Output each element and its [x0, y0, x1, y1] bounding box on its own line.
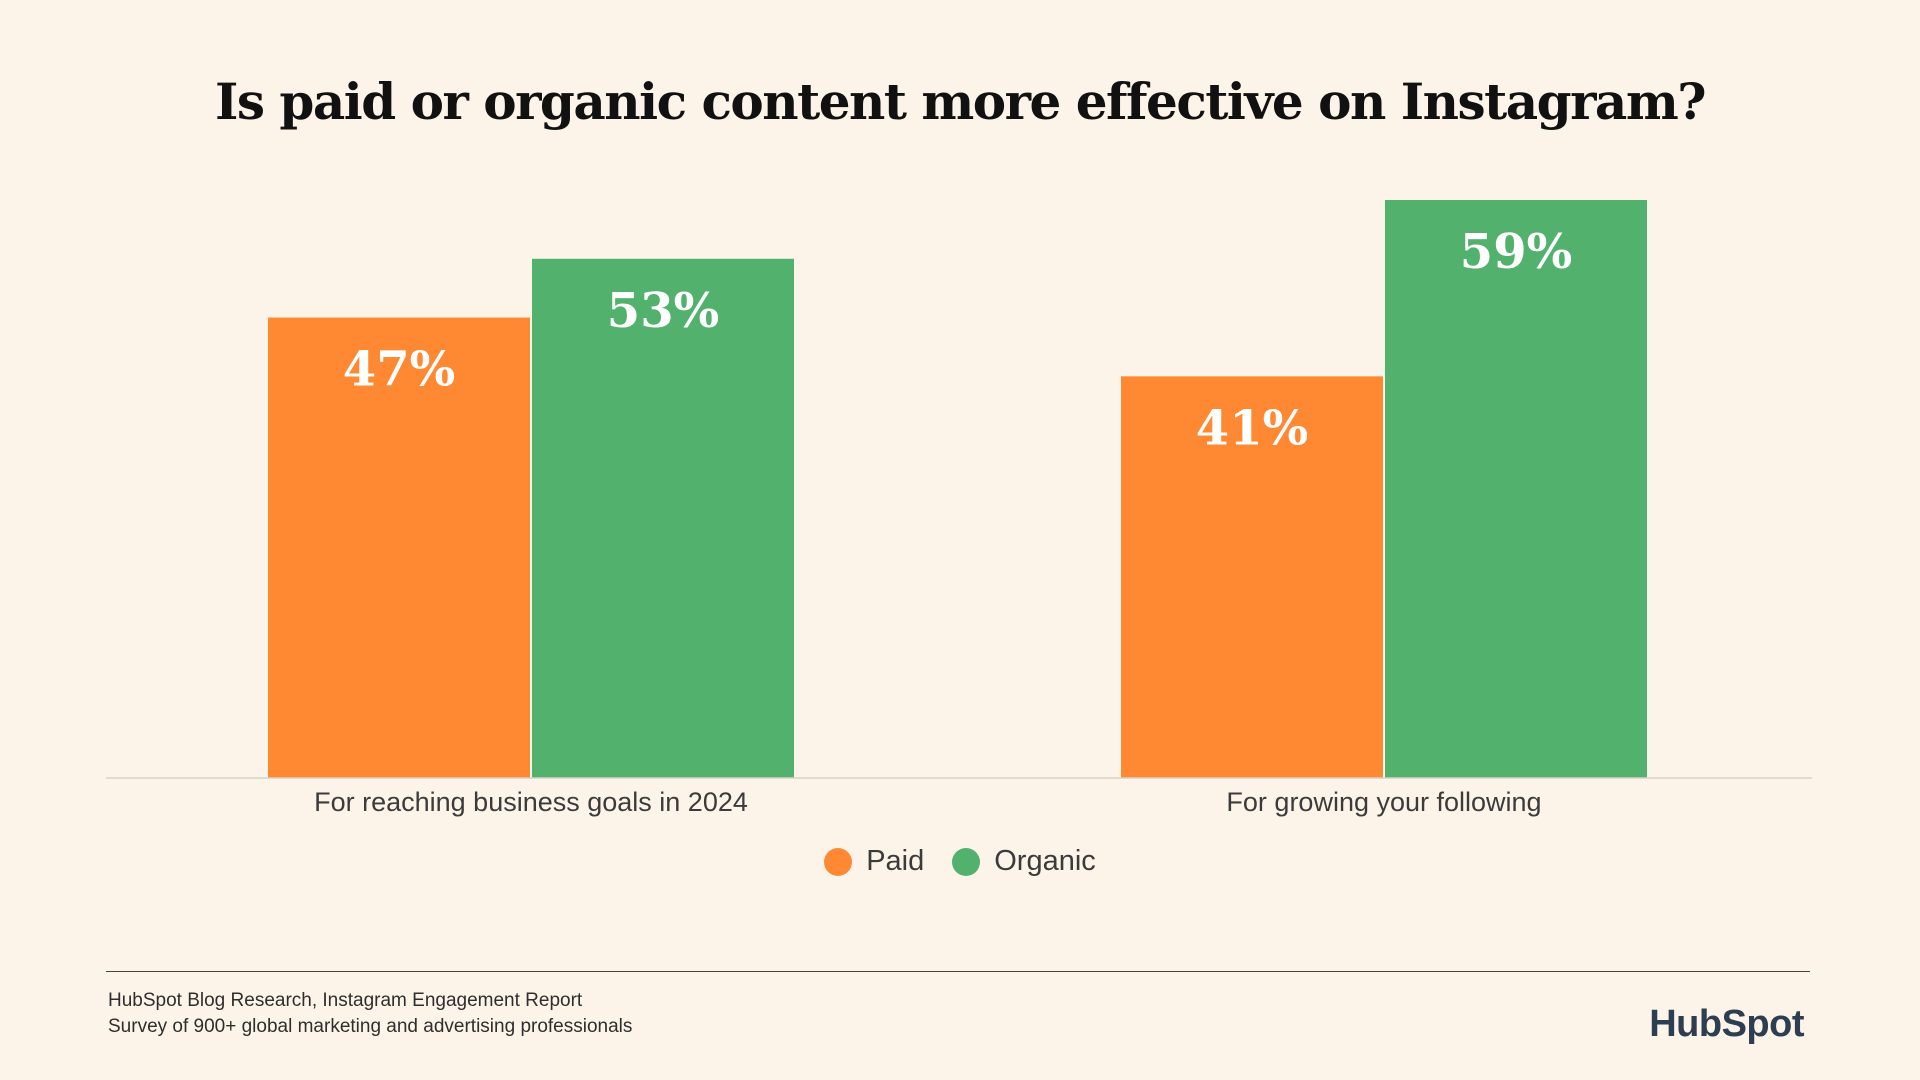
legend-swatch-paid — [824, 847, 853, 876]
hubspot-logo: HubSpot — [1649, 1003, 1804, 1045]
legend-item-paid: Paid — [824, 845, 924, 878]
chart-title: Is paid or organic content more effectiv… — [214, 72, 1707, 131]
legend-label-organic: Organic — [994, 845, 1096, 877]
legend-swatch-organic — [952, 847, 981, 876]
source-line-1: HubSpot Blog Research, Instagram Engagem… — [108, 990, 583, 1011]
data-label-paid-2: 41% — [1196, 400, 1308, 456]
bar-organic-2 — [1385, 200, 1647, 778]
legend: Paid Organic — [0, 845, 1920, 878]
footer-divider — [106, 971, 1810, 972]
legend-label-paid: Paid — [866, 845, 925, 877]
data-label-paid-1: 47% — [343, 342, 455, 398]
bar-chart: 47% 53% For reaching business goals in 202… — [106, 200, 1812, 817]
category-label-2: For growing your following — [1226, 787, 1541, 817]
category-label-1: For reaching business goals in 2024 — [314, 787, 748, 817]
source-line-2: Survey of 900+ global marketing and adve… — [108, 1016, 633, 1037]
bar-paid-2 — [1121, 376, 1383, 778]
bar-paid-1 — [268, 317, 530, 778]
bar-organic-1 — [532, 258, 794, 778]
legend-item-organic: Organic — [952, 845, 1096, 878]
source-note: HubSpot Blog Research, Instagram Engagem… — [108, 988, 632, 1040]
data-label-organic-2: 59% — [1460, 224, 1572, 280]
data-label-organic-1: 53% — [607, 283, 719, 339]
